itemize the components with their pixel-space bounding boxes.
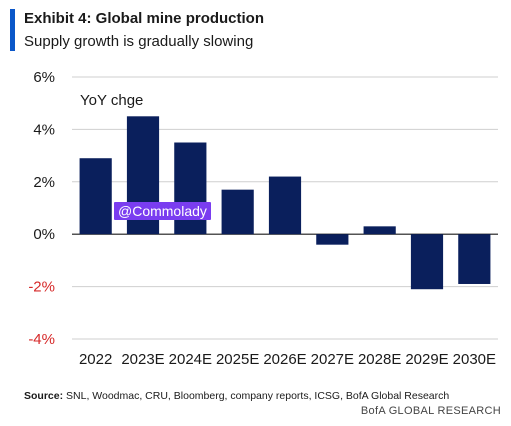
y-axis-label: YoY chge: [80, 92, 143, 109]
x-tick-label: 2026E: [263, 351, 306, 368]
bar-2022: [79, 158, 112, 235]
source-note: Source: SNL, Woodmac, CRU, Bloomberg, co…: [24, 390, 449, 402]
chart-title: Exhibit 4: Global mine production: [24, 10, 265, 27]
bar-2025E: [221, 189, 254, 235]
x-axis-ticks: 2022 2023E 2024E 2025E 2026E 2027E 2028E 2029E 2…: [79, 351, 496, 368]
x-tick-label: 2029E: [405, 351, 448, 368]
bar-2026E: [268, 176, 302, 235]
y-tick-label: 4%: [33, 121, 55, 138]
x-tick-label: 2025E: [216, 351, 259, 368]
x-tick-label: 2023E: [121, 351, 164, 368]
chart-subtitle: Supply growth is gradually slowing: [24, 33, 254, 50]
y-tick-label: 2%: [33, 174, 55, 191]
accent-bar: [10, 9, 15, 51]
y-tick-label: 6%: [33, 69, 55, 86]
bar-2028E: [363, 226, 396, 235]
bar-chart: 6%4%2%0%-2%-4% 2022 2023E 2024E 2025E 2026E 2…: [28, 69, 498, 368]
x-tick-label: 2028E: [358, 351, 401, 368]
x-tick-label: 2027E: [311, 351, 354, 368]
y-tick-label: -2%: [28, 279, 55, 296]
watermark-label: @Commolady: [114, 202, 211, 220]
x-tick-label: 2022: [79, 351, 112, 368]
bar-2027E: [316, 234, 349, 245]
x-tick-label: 2024E: [169, 351, 212, 368]
bar-2024E: [174, 142, 207, 235]
source-text: SNL, Woodmac, CRU, Bloomberg, company re…: [66, 390, 450, 402]
y-tick-label: -4%: [28, 331, 55, 348]
y-axis-ticks: 6% 4% 2% 0% -2% -4%: [28, 69, 55, 348]
brand-credit: BofA GLOBAL RESEARCH: [360, 405, 501, 417]
bar-2030E: [458, 234, 491, 284]
bar-2029E: [410, 234, 444, 290]
x-tick-label: 2030E: [453, 351, 496, 368]
y-tick-label: 0%: [33, 226, 55, 243]
source-label: Source:: [24, 390, 64, 402]
